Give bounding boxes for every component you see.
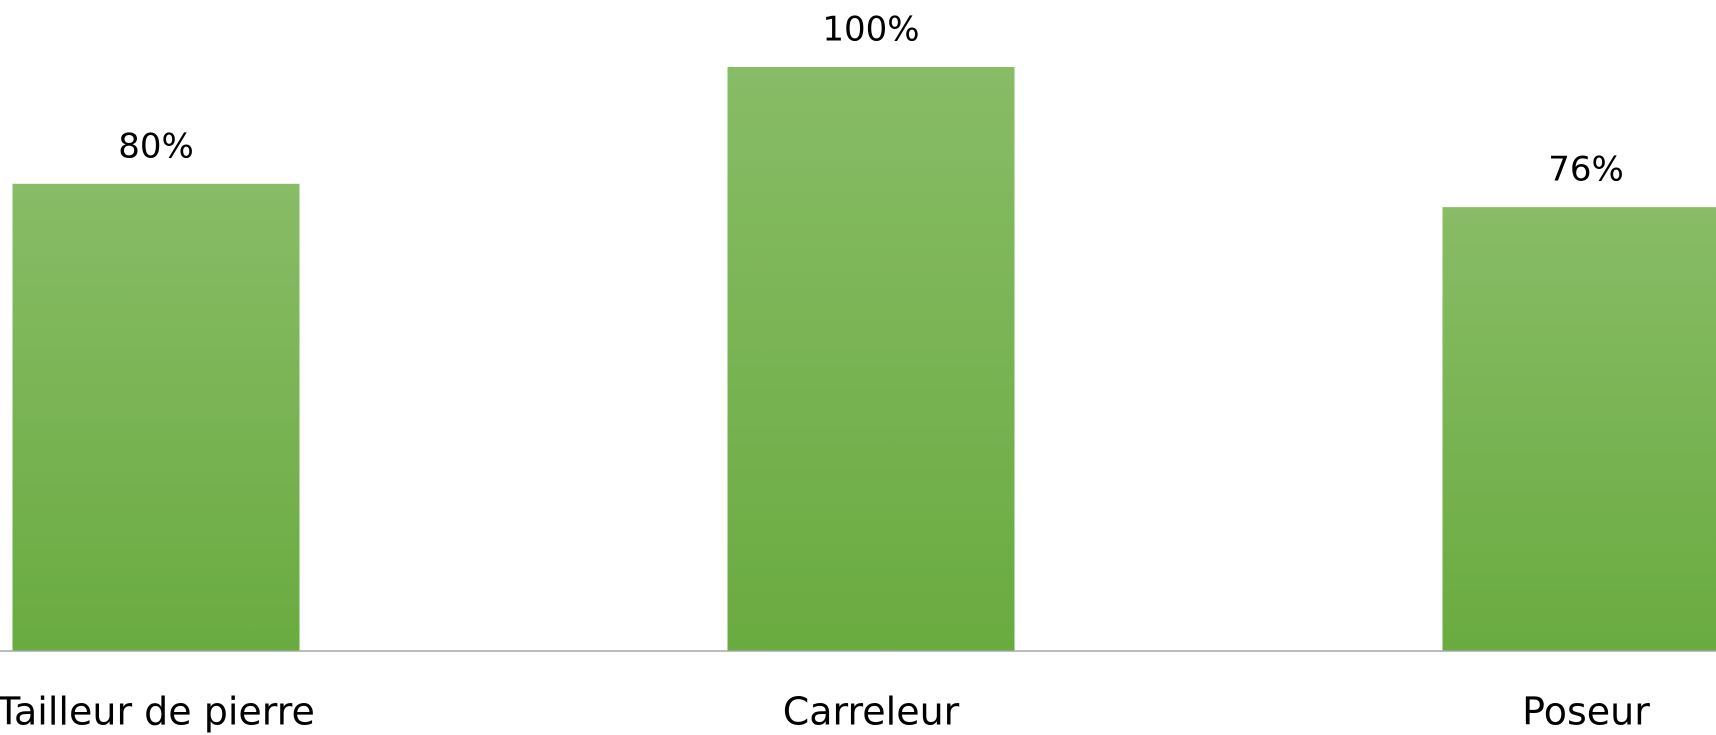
bar [13,184,300,651]
bar [728,67,1015,651]
x-tick-label: Poseur [1522,690,1650,734]
x-tick-label: Tailleur de pierre [0,690,315,734]
x-tick-label: Carreleur [783,690,960,734]
value-label: 76% [1548,150,1624,190]
value-label: 80% [118,126,194,166]
bar [1443,207,1716,651]
value-label: 100% [822,10,919,50]
chart: 80% Tailleur de pierre 100% Carreleur 76% Pos… [0,0,1716,735]
